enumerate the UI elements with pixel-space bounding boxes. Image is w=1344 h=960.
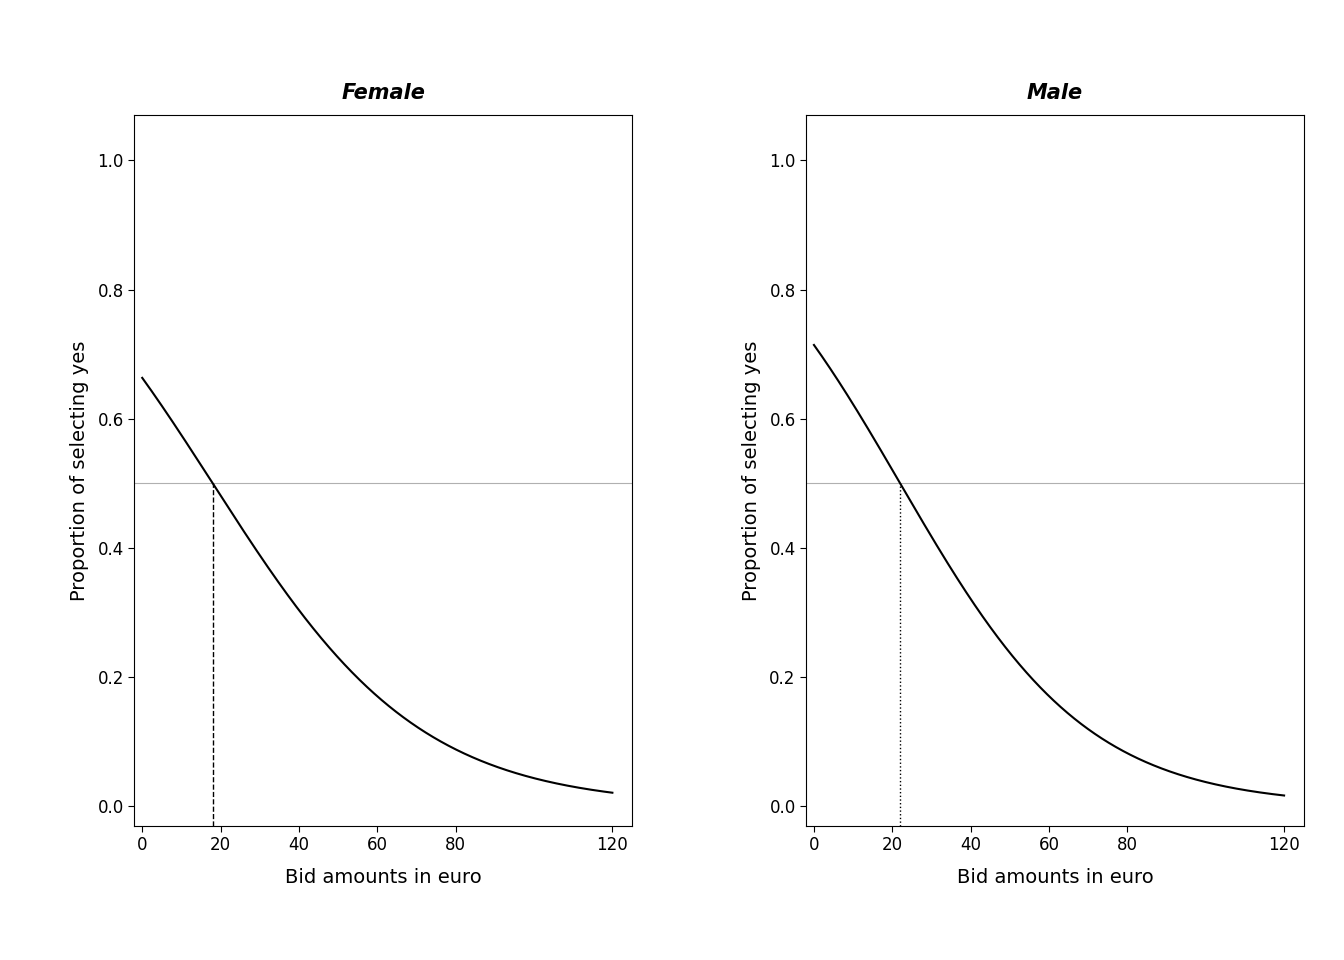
X-axis label: Bid amounts in euro: Bid amounts in euro bbox=[957, 868, 1153, 887]
Title: Male: Male bbox=[1027, 83, 1083, 103]
Y-axis label: Proportion of selecting yes: Proportion of selecting yes bbox=[742, 340, 761, 601]
Title: Female: Female bbox=[341, 83, 425, 103]
Y-axis label: Proportion of selecting yes: Proportion of selecting yes bbox=[70, 340, 89, 601]
X-axis label: Bid amounts in euro: Bid amounts in euro bbox=[285, 868, 481, 887]
